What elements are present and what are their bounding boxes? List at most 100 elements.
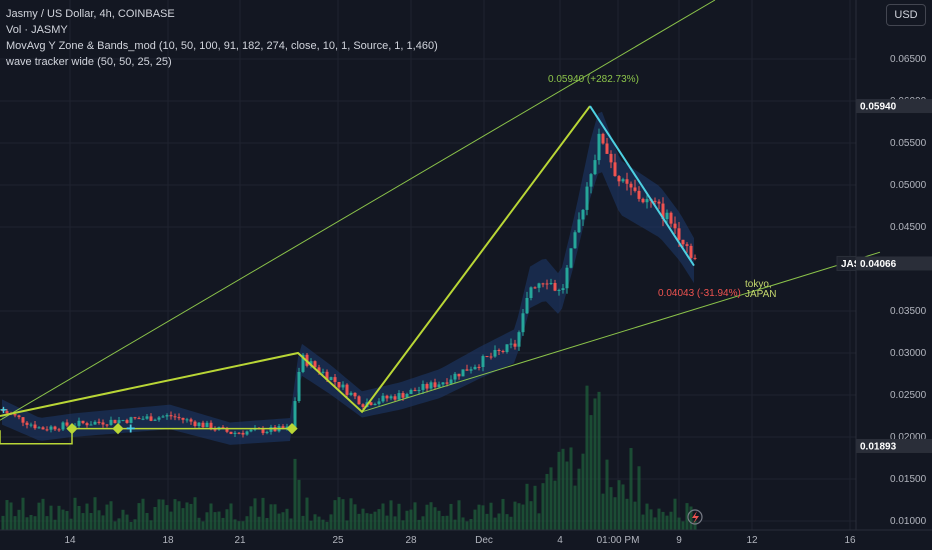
volume-bar	[445, 515, 449, 530]
volume-bar	[477, 504, 481, 530]
candlesticks	[1, 128, 697, 438]
volume-bar	[533, 485, 537, 530]
lightning-icon[interactable]	[687, 509, 703, 525]
volume-bar	[681, 521, 685, 530]
volume-bar	[33, 516, 37, 530]
candle-body	[665, 212, 669, 220]
candle-body	[373, 403, 377, 406]
candle-body	[405, 393, 409, 398]
volume-bar	[493, 517, 497, 530]
volume-bar	[453, 519, 457, 530]
volume-bar	[625, 498, 629, 530]
candle-body	[173, 416, 177, 418]
wave-indicator-label[interactable]: wave tracker wide (50, 50, 25, 25)	[6, 56, 172, 68]
volume-bar	[561, 448, 565, 530]
candle-body	[161, 416, 165, 418]
candle-body	[125, 420, 129, 423]
volume-bar	[321, 519, 325, 530]
volume-bar	[577, 468, 581, 530]
candle-body	[529, 287, 533, 298]
candle-body	[57, 429, 61, 431]
volume-bar	[13, 516, 17, 530]
volume-bar	[169, 511, 173, 530]
volume-bar	[209, 503, 213, 530]
volume-bar	[353, 504, 357, 530]
candle-body	[381, 395, 385, 402]
volume-indicator-label[interactable]: Vol · JASMY	[6, 24, 68, 36]
movavg-indicator-label[interactable]: MovAvg Y Zone & Bands_mod (10, 50, 100, …	[6, 40, 438, 52]
candle-body	[21, 417, 25, 423]
candle-body	[349, 392, 353, 395]
candle-body	[317, 367, 321, 373]
volume-bar	[369, 513, 373, 530]
volume-bar	[289, 518, 293, 530]
volume-bar	[213, 512, 217, 530]
candle-body	[129, 417, 133, 423]
volume-bars	[1, 385, 697, 530]
volume-bar	[269, 504, 273, 530]
x-tick-label: 18	[162, 535, 174, 546]
candle-body	[269, 427, 273, 432]
candle-body	[389, 396, 393, 399]
volume-bar	[201, 521, 205, 530]
currency-button[interactable]: USD	[886, 4, 926, 26]
candle-body	[517, 332, 521, 347]
candle-body	[185, 419, 189, 421]
candle-body	[145, 416, 149, 419]
volume-bar	[265, 518, 269, 530]
volume-bar	[65, 511, 69, 530]
volume-bar	[73, 497, 77, 530]
candle-body	[149, 416, 153, 421]
x-tick-label: 14	[64, 535, 76, 546]
volume-bar	[53, 519, 57, 530]
volume-bar	[649, 509, 653, 530]
volume-bar	[405, 510, 409, 530]
volume-bar	[365, 513, 369, 530]
volume-bar	[181, 508, 185, 530]
candle-body	[45, 429, 49, 431]
candle-body	[577, 219, 581, 233]
candle-body	[505, 344, 509, 352]
candle-body	[61, 422, 65, 430]
decline-line	[589, 105, 695, 267]
volume-bar	[377, 509, 381, 530]
x-tick-label: 28	[405, 535, 417, 546]
candle-body	[169, 415, 173, 417]
volume-bar	[25, 517, 29, 530]
price-tag-value-box	[856, 438, 932, 453]
volume-bar	[593, 398, 597, 530]
volume-bar	[161, 499, 165, 530]
candle-body	[401, 393, 405, 398]
candle-body	[493, 349, 497, 357]
price-tag-value: 0.04066	[860, 259, 897, 270]
volume-bar	[509, 516, 513, 530]
volume-bar	[345, 520, 349, 530]
wave-tracker-line	[0, 105, 591, 417]
candle-body	[89, 424, 93, 426]
candle-body	[141, 418, 145, 420]
candle-body	[209, 422, 213, 430]
candle-body	[81, 420, 85, 424]
candle-body	[93, 421, 97, 425]
time-axis: 14 18 21 25 28 Dec 4 01:00 PM 9 12 16	[0, 529, 932, 546]
volume-bar	[273, 504, 277, 530]
candle-body	[425, 384, 429, 389]
volume-bar	[529, 501, 533, 530]
volume-bar	[585, 385, 589, 530]
volume-bar	[333, 500, 337, 530]
volume-bar	[313, 514, 317, 530]
candle-body	[521, 313, 525, 333]
candle-body	[221, 427, 225, 429]
volume-bar	[237, 521, 241, 530]
candle-body	[677, 228, 681, 240]
candle-body	[637, 190, 641, 199]
volume-bar	[389, 500, 393, 530]
volume-bar	[81, 513, 85, 530]
candle-body	[597, 133, 601, 161]
volume-bar	[37, 502, 41, 530]
x-tick-label: 9	[676, 535, 682, 546]
candle-body	[37, 427, 41, 429]
volume-bar	[325, 521, 329, 530]
volume-bar	[193, 497, 197, 530]
